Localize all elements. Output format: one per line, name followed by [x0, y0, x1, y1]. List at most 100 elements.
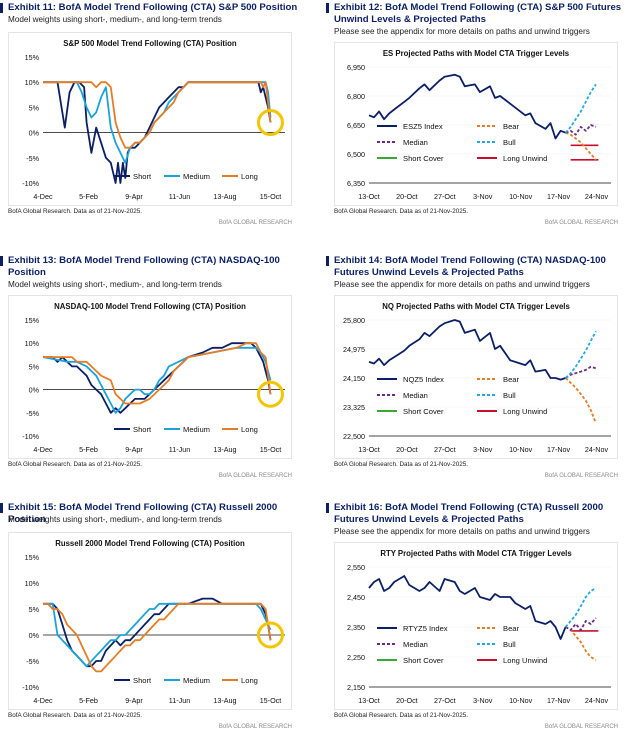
nq-projected-paths-chart: NQ Projected Paths with Model CTA Trigge…	[343, 302, 611, 454]
x-tick-label: 17-Nov	[547, 445, 571, 454]
chart-title: NQ Projected Paths with Model CTA Trigge…	[382, 302, 570, 311]
exhibit-subtitle: Model weights using short-, medium-, and…	[8, 15, 222, 24]
series-line-short	[368, 73, 566, 140]
exhibit-11-panel: Exhibit 11: BofA Model Trend Following (…	[0, 2, 306, 246]
rty-projected-paths-chart: RTY Projected Paths with Model CTA Trigg…	[347, 549, 611, 705]
y-tick-label: 15%	[25, 53, 40, 62]
brand-mark: BofA GLOBAL RESEARCH	[218, 473, 292, 479]
x-tick-label: 13-Aug	[213, 445, 236, 454]
y-tick-label: -5%	[26, 154, 39, 163]
source-note: BofA Global Research. Data as of 21-Nov-…	[8, 712, 143, 719]
series-line-medium	[43, 81, 272, 164]
highlight-circle	[256, 380, 284, 408]
exhibit-title: Exhibit 14: BofA Model Trend Following (…	[326, 255, 628, 278]
series-line-bull	[564, 587, 597, 628]
x-tick-label: 15-Oct	[260, 192, 282, 201]
y-tick-label: -5%	[26, 657, 39, 666]
highlight-circle	[256, 621, 284, 649]
series-line-bear	[565, 131, 597, 161]
chart-area: RTY Projected Paths with Model CTA Trigg…	[334, 542, 618, 710]
series-line-median	[565, 617, 597, 631]
y-tick-label: 6,650	[347, 121, 365, 130]
x-tick-label: 13-Oct	[358, 696, 380, 705]
chart-area: Russell 2000 Model Trend Following (CTA)…	[8, 532, 292, 710]
chart-area: ES Projected Paths with Model CTA Trigge…	[334, 42, 618, 206]
series-line-median	[565, 124, 597, 136]
chart-title: S&P 500 Model Trend Following (CTA) Posi…	[63, 39, 237, 48]
chart-title: NASDAQ-100 Model Trend Following (CTA) P…	[54, 302, 246, 311]
y-tick-label: 2,450	[347, 593, 365, 602]
exhibit-title: Exhibit 16: BofA Model Trend Following (…	[326, 502, 628, 525]
source-note: BofA Global Research. Data as of 21-Nov-…	[8, 208, 143, 215]
y-tick-label: 0%	[29, 129, 40, 138]
series-line-short	[43, 342, 272, 414]
y-tick-label: 0%	[29, 631, 40, 640]
x-tick-label: 4-Dec	[33, 192, 53, 201]
y-tick-label: -5%	[26, 409, 39, 418]
exhibit-13-panel: Exhibit 13: BofA Model Trend Following (…	[0, 255, 306, 499]
x-tick-label: 20-Oct	[396, 445, 418, 454]
legend-label: Long Unwind	[503, 407, 547, 416]
x-tick-label: 5-Feb	[79, 445, 98, 454]
y-tick-label: 25,800	[343, 316, 365, 325]
y-tick-label: 2,150	[347, 683, 365, 692]
source-note: BofA Global Research. Data as of 21-Nov-…	[334, 461, 469, 468]
exhibit-16-panel: Exhibit 16: BofA Model Trend Following (…	[326, 502, 632, 746]
legend-label: Long	[241, 172, 258, 181]
x-tick-label: 24-Nov	[585, 192, 609, 201]
y-tick-label: 2,250	[347, 653, 365, 662]
x-tick-label: 10-Nov	[509, 192, 533, 201]
chart-title: RTY Projected Paths with Model CTA Trigg…	[380, 549, 572, 558]
chart-area: S&P 500 Model Trend Following (CTA) Posi…	[8, 32, 292, 206]
legend-label: Long	[241, 676, 258, 685]
sp500-cta-position-chart: S&P 500 Model Trend Following (CTA) Posi…	[22, 39, 285, 201]
chart-area: NASDAQ-100 Model Trend Following (CTA) P…	[8, 295, 292, 459]
y-tick-label: 0%	[29, 386, 40, 395]
legend-label: Bull	[503, 640, 516, 649]
chart-title: ES Projected Paths with Model CTA Trigge…	[383, 49, 570, 58]
x-tick-label: 4-Dec	[33, 445, 53, 454]
y-tick-label: 22,500	[343, 432, 365, 441]
x-tick-label: 3-Nov	[473, 696, 493, 705]
legend-label: Short	[133, 425, 152, 434]
x-tick-label: 27-Oct	[434, 445, 456, 454]
x-tick-label: 15-Oct	[260, 696, 282, 705]
series-line-short	[368, 319, 566, 381]
source-note: BofA Global Research. Data as of 21-Nov-…	[8, 461, 143, 468]
y-tick-label: -10%	[22, 179, 39, 188]
series-line-bull	[564, 83, 597, 134]
legend-label: Short	[133, 172, 152, 181]
x-tick-label: 9-Apr	[125, 696, 143, 705]
x-tick-label: 3-Nov	[473, 192, 493, 201]
source-note: BofA Global Research. Data as of 21-Nov-…	[334, 712, 469, 719]
x-tick-label: 13-Oct	[358, 445, 380, 454]
brand-mark: BofA GLOBAL RESEARCH	[218, 220, 292, 226]
series-line-long	[43, 81, 272, 149]
y-tick-label: 23,325	[343, 403, 365, 412]
x-tick-label: 27-Oct	[434, 696, 456, 705]
x-tick-label: 9-Apr	[125, 192, 143, 201]
x-tick-label: 10-Nov	[509, 696, 533, 705]
source-note: BofA Global Research. Data as of 21-Nov-…	[334, 208, 469, 215]
x-tick-label: 17-Nov	[547, 192, 571, 201]
series-line-medium	[42, 346, 272, 414]
series-line-bear	[565, 626, 597, 661]
x-tick-label: 11-Jun	[169, 192, 190, 201]
x-tick-label: 15-Oct	[260, 445, 282, 454]
legend-label: Medium	[183, 676, 210, 685]
x-tick-label: 11-Jun	[169, 445, 190, 454]
legend-label: Long Unwind	[503, 154, 547, 163]
legend-label: NQZ5 Index	[403, 375, 444, 384]
y-tick-label: 10%	[25, 78, 40, 87]
exhibit-14-panel: Exhibit 14: BofA Model Trend Following (…	[326, 255, 632, 499]
legend-label: Median	[403, 391, 428, 400]
x-tick-label: 3-Nov	[473, 445, 493, 454]
legend-label: Bear	[503, 375, 520, 384]
legend-label: Median	[403, 640, 428, 649]
series-line-long	[43, 602, 272, 673]
y-tick-label: 5%	[29, 362, 40, 371]
brand-mark: BofA GLOBAL RESEARCH	[544, 220, 618, 226]
exhibit-title: Exhibit 15: BofA Model Trend Following (…	[0, 502, 302, 525]
es-projected-paths-chart: ES Projected Paths with Model CTA Trigge…	[347, 49, 611, 201]
y-tick-label: 6,350	[347, 179, 365, 188]
